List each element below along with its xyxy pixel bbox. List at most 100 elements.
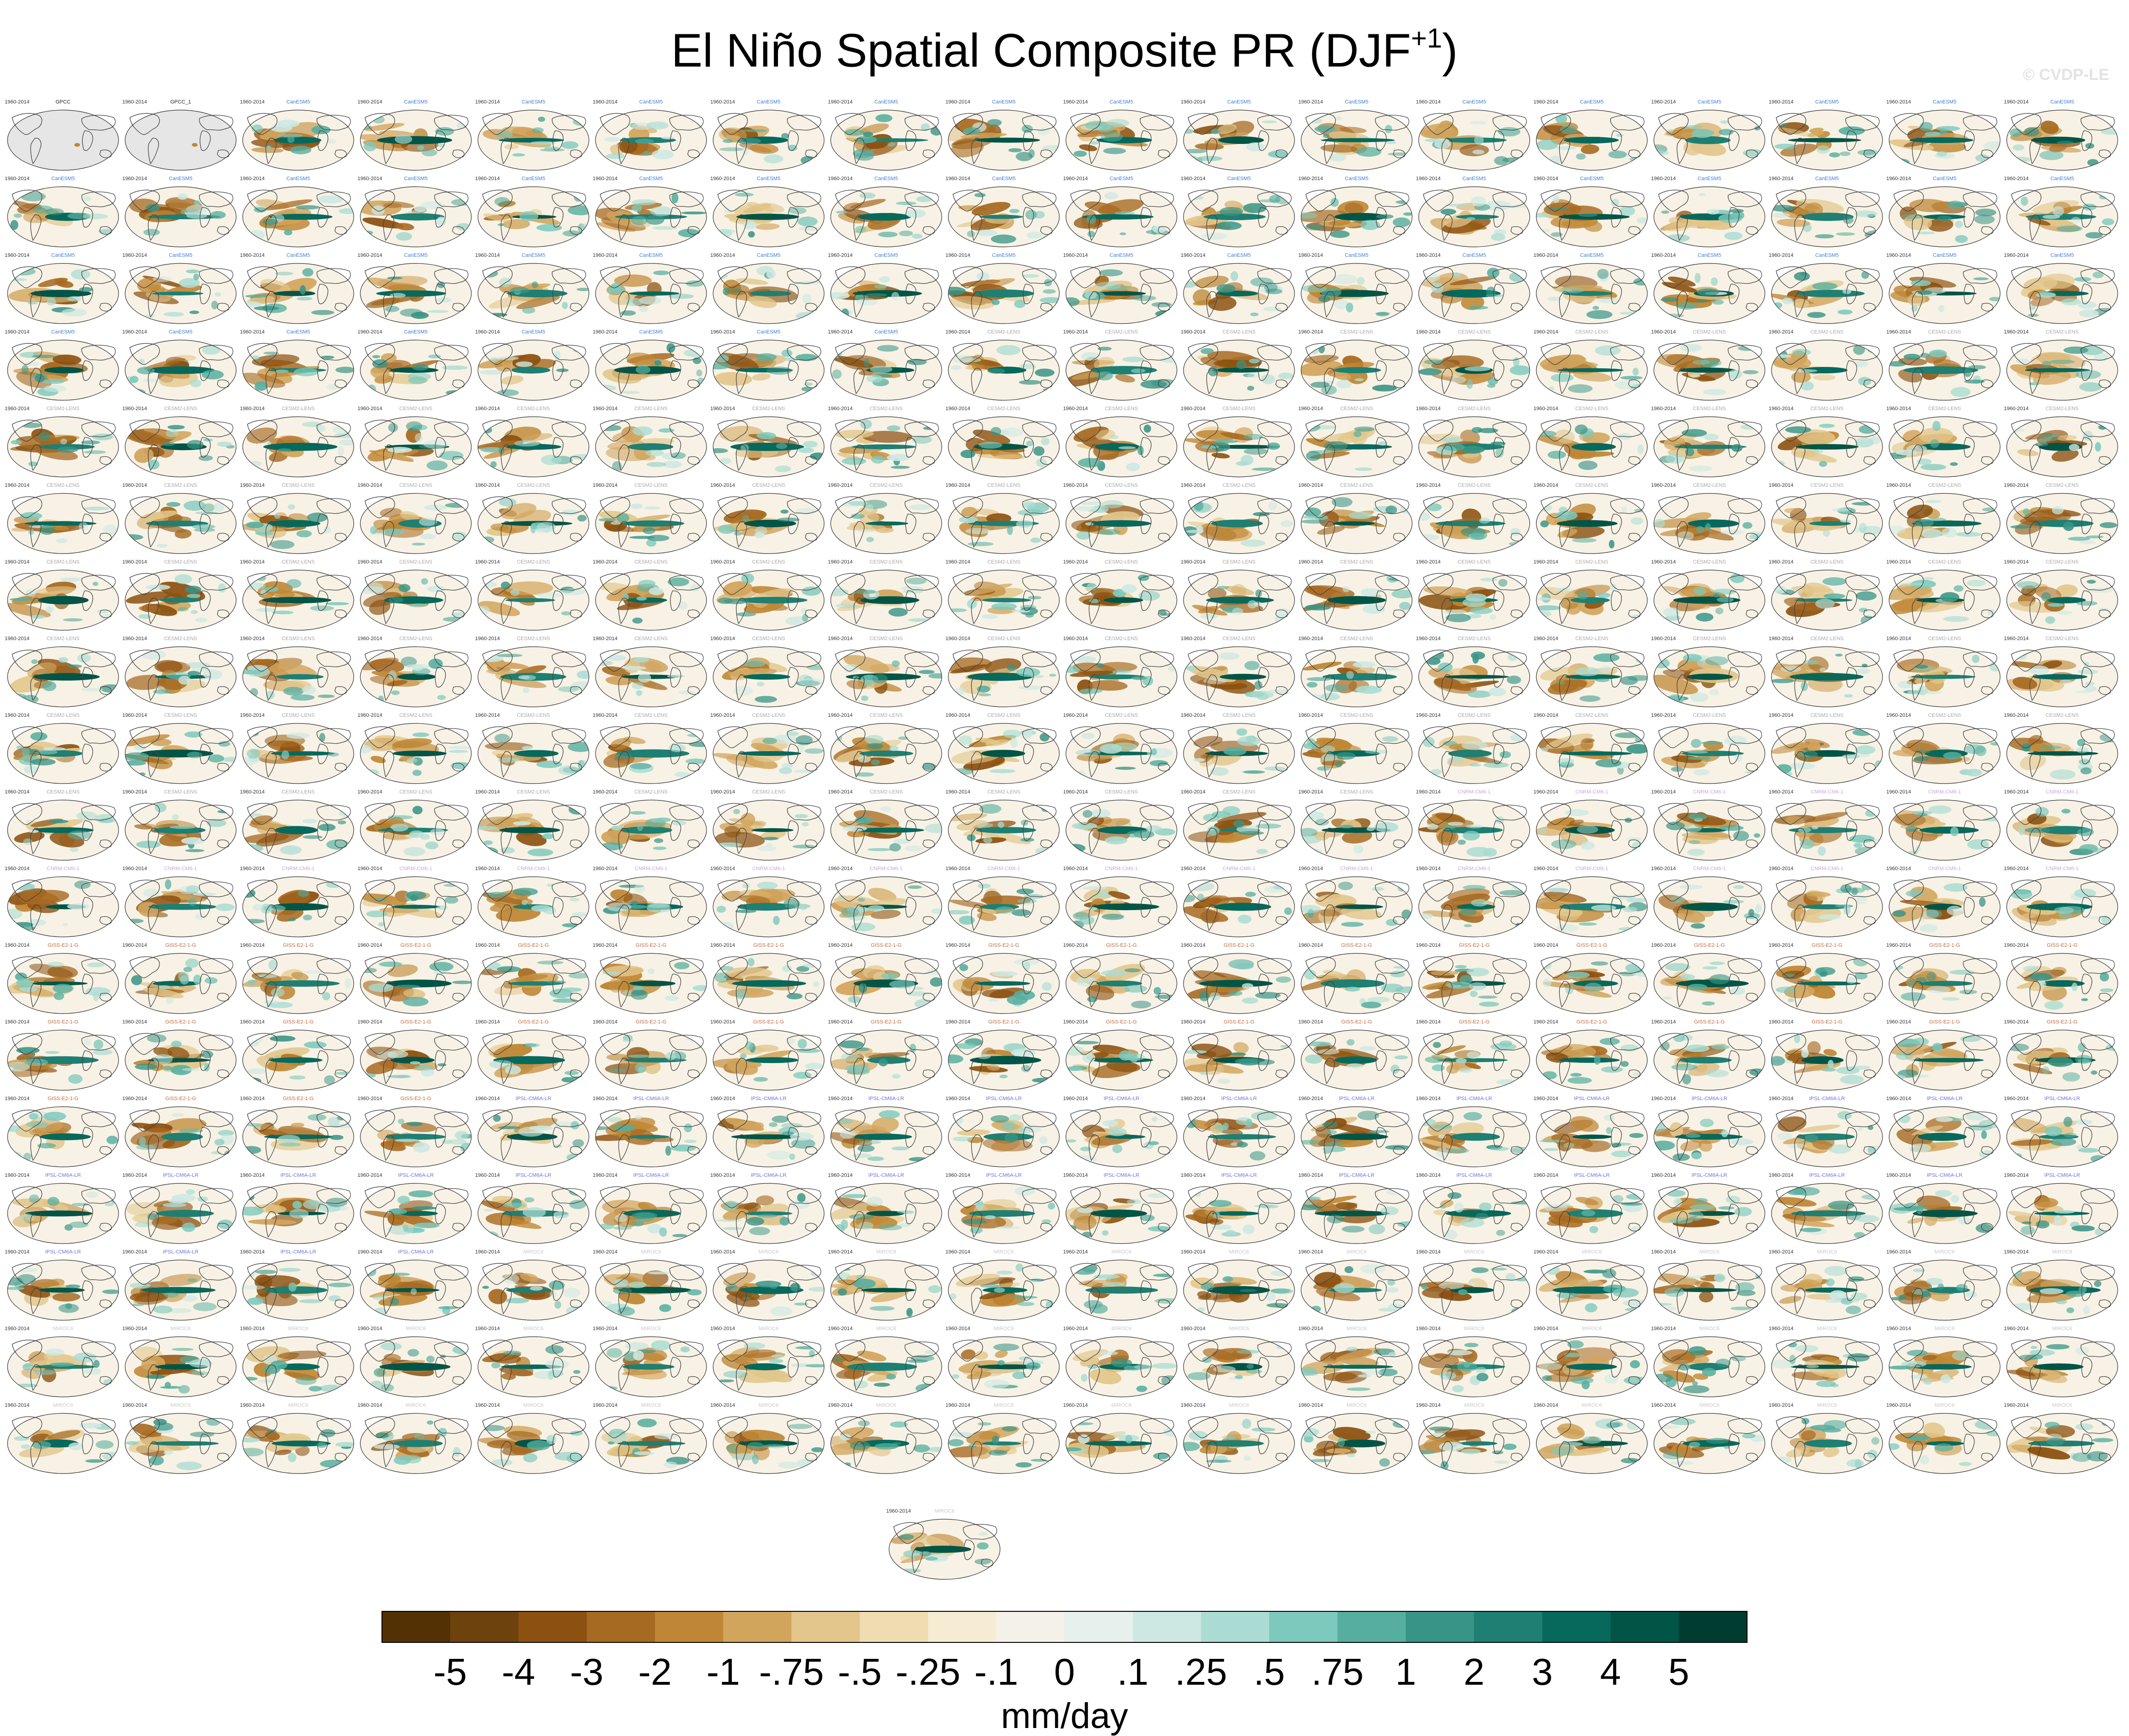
panel-title: CanESM5	[286, 99, 310, 105]
panel-title: CanESM5	[404, 176, 428, 182]
panel-title: CanESM5	[639, 99, 663, 105]
colorbar-swatch	[450, 1611, 519, 1642]
panel-title: CanESM5	[874, 176, 898, 182]
panel-title: CanESM5	[992, 99, 1016, 105]
colorbar-tick-label: -4	[502, 1651, 535, 1693]
map-panel: GPCC 1960-2014	[5, 99, 119, 171]
panel-years: 1960-2014	[122, 176, 147, 182]
panel-title: CanESM5	[1227, 176, 1251, 182]
panel-title: CanESM5	[169, 253, 192, 258]
panel-years: 1960-2014	[475, 176, 500, 182]
panel-title: CanESM5	[1580, 176, 1604, 182]
colorbar-swatch	[1201, 1611, 1270, 1642]
panel-years: 1960-2014	[1886, 99, 1911, 105]
precip-anomaly-field	[1889, 122, 2000, 166]
panel-title: CanESM5	[2050, 176, 2074, 182]
colorbar-swatch	[859, 1611, 929, 1642]
colorbar-tick-label: 3	[1532, 1651, 1553, 1693]
map-border	[830, 263, 942, 324]
precip-anomaly-field	[251, 119, 336, 154]
panel-years: 1960-2014	[1769, 253, 1794, 258]
map-border	[948, 110, 1060, 171]
map-panel: CanESM5 1960-2014	[1769, 253, 1883, 324]
panel-years: 1960-2014	[1886, 253, 1911, 258]
panel-years: 1960-2014	[1416, 176, 1441, 182]
precip-anomaly-field	[2018, 194, 2114, 238]
panel-title: CanESM5	[992, 253, 1016, 258]
panel-title: CanESM5	[522, 99, 545, 105]
map-border	[477, 263, 589, 324]
map-border	[7, 186, 119, 247]
panel-years: 1960-2014	[593, 253, 618, 258]
colorbar-swatch	[928, 1611, 997, 1642]
panel-title: CanESM5	[1345, 176, 1368, 182]
map-border	[1301, 186, 1413, 247]
precip-anomaly-field	[831, 276, 922, 318]
map-border	[7, 110, 119, 171]
map-border	[7, 263, 119, 324]
precip-anomaly-field	[1073, 119, 1152, 157]
map-border	[125, 110, 237, 171]
panel-title: CanESM5	[639, 253, 663, 258]
panel-title: CanESM5	[757, 253, 780, 258]
colorbar-swatch	[1474, 1611, 1543, 1642]
panel-years: 1960-2014	[240, 176, 265, 182]
precip-anomaly-field	[243, 268, 334, 315]
panel-years: 1960-2014	[5, 253, 30, 258]
map-border	[1889, 263, 2001, 324]
map-border	[1418, 186, 1530, 247]
colorbar-swatch	[1678, 1611, 1748, 1642]
panel-years: 1960-2014	[1533, 99, 1558, 105]
precip-anomaly-field	[1660, 273, 1737, 317]
panel-years: 1960-2014	[945, 176, 970, 182]
panel-title: CanESM5	[1110, 176, 1133, 182]
map-border	[1536, 263, 1648, 324]
panel-title: CanESM5	[1698, 99, 1721, 105]
map-border	[242, 110, 354, 171]
map-border	[595, 186, 707, 247]
map-border	[713, 263, 825, 324]
colorbar-tick-label: -.25	[896, 1651, 961, 1693]
panel-title: CanESM5	[757, 176, 780, 182]
panel-years: 1960-2014	[1416, 99, 1441, 105]
colorbar-swatch	[996, 1611, 1065, 1642]
panel-title: CanESM5	[1933, 253, 1956, 258]
map-border	[1771, 186, 1883, 247]
map-border	[360, 186, 472, 247]
panel-years: 1960-2014	[945, 253, 970, 258]
map-border	[595, 263, 707, 324]
colorbar-swatch	[518, 1611, 587, 1642]
colorbar-swatch	[1337, 1611, 1406, 1642]
panel-years: 1960-2014	[1298, 99, 1323, 105]
map-border	[713, 110, 825, 171]
panel-title: CanESM5	[1110, 253, 1133, 258]
precip-anomaly-field	[8, 267, 93, 317]
precip-anomaly-field	[1308, 116, 1412, 162]
panel-years: 1960-2014	[240, 99, 265, 105]
map-border	[242, 186, 354, 247]
panel-years: 1960-2014	[1181, 253, 1206, 258]
panel-years: 1960-2014	[710, 99, 735, 105]
copyright-label: © CVDP-LE	[2023, 66, 2109, 84]
panel-title: CanESM5	[874, 99, 898, 105]
precip-anomaly-field	[719, 126, 816, 165]
panel-title: CanESM5	[1815, 253, 1839, 258]
map-border	[1418, 263, 1530, 324]
colorbar-tick-label: -3	[570, 1651, 604, 1693]
panel-years: 1960-2014	[1533, 176, 1558, 182]
